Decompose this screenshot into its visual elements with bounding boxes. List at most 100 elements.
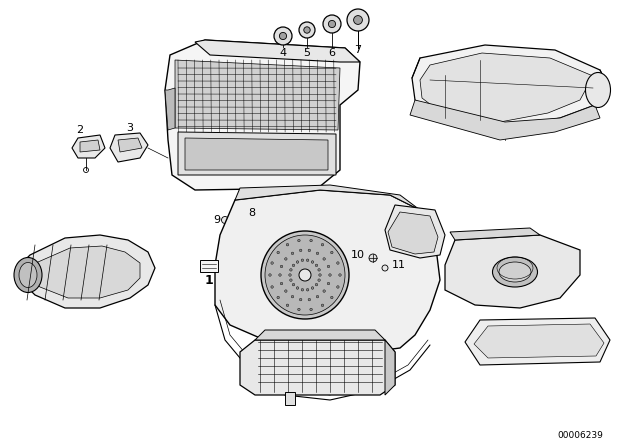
Ellipse shape: [316, 284, 317, 286]
Ellipse shape: [369, 254, 377, 262]
Ellipse shape: [299, 22, 315, 38]
Ellipse shape: [300, 298, 302, 301]
Polygon shape: [185, 138, 328, 170]
Ellipse shape: [499, 262, 531, 282]
Ellipse shape: [19, 263, 37, 288]
Text: 3: 3: [127, 123, 134, 133]
Ellipse shape: [323, 15, 341, 33]
Ellipse shape: [14, 258, 42, 293]
Ellipse shape: [296, 261, 299, 263]
Polygon shape: [445, 235, 580, 308]
Polygon shape: [18, 235, 155, 308]
Ellipse shape: [280, 265, 283, 268]
Ellipse shape: [339, 274, 341, 276]
Text: 8: 8: [248, 208, 255, 218]
Polygon shape: [385, 340, 395, 395]
Ellipse shape: [221, 216, 228, 224]
Polygon shape: [215, 190, 440, 352]
Ellipse shape: [292, 264, 295, 267]
Ellipse shape: [318, 279, 321, 281]
Text: 2: 2: [76, 125, 84, 135]
Ellipse shape: [261, 231, 349, 319]
Ellipse shape: [337, 262, 339, 264]
Polygon shape: [80, 140, 100, 152]
Polygon shape: [240, 340, 395, 395]
Polygon shape: [118, 138, 142, 152]
Ellipse shape: [277, 296, 280, 299]
Ellipse shape: [291, 252, 294, 254]
Ellipse shape: [316, 252, 319, 254]
Ellipse shape: [318, 269, 321, 271]
Ellipse shape: [298, 308, 300, 311]
Text: 11: 11: [392, 260, 406, 270]
Ellipse shape: [289, 274, 291, 276]
Polygon shape: [450, 228, 540, 240]
Ellipse shape: [269, 274, 271, 276]
Polygon shape: [28, 246, 140, 298]
Ellipse shape: [291, 295, 294, 298]
Ellipse shape: [271, 286, 273, 288]
Ellipse shape: [298, 239, 300, 242]
Polygon shape: [412, 45, 610, 128]
Text: 6: 6: [328, 48, 335, 58]
Polygon shape: [110, 133, 148, 162]
Ellipse shape: [296, 287, 299, 289]
Polygon shape: [385, 205, 445, 258]
Ellipse shape: [321, 304, 324, 306]
Polygon shape: [200, 260, 218, 272]
Ellipse shape: [311, 261, 314, 263]
Polygon shape: [178, 132, 336, 175]
Ellipse shape: [285, 258, 287, 260]
Polygon shape: [175, 60, 340, 130]
Ellipse shape: [327, 282, 330, 285]
Ellipse shape: [311, 287, 314, 289]
Ellipse shape: [307, 289, 309, 291]
Text: 00006239: 00006239: [557, 431, 603, 439]
Ellipse shape: [274, 27, 292, 45]
Text: 7: 7: [355, 45, 362, 55]
Ellipse shape: [493, 257, 538, 287]
Ellipse shape: [286, 243, 289, 246]
Ellipse shape: [382, 265, 388, 271]
Ellipse shape: [316, 264, 317, 267]
Ellipse shape: [331, 251, 333, 254]
Polygon shape: [235, 185, 420, 210]
Polygon shape: [72, 135, 105, 158]
Polygon shape: [420, 53, 593, 122]
Ellipse shape: [304, 27, 310, 33]
Ellipse shape: [271, 262, 273, 264]
Ellipse shape: [292, 284, 295, 286]
Ellipse shape: [280, 282, 283, 285]
Ellipse shape: [347, 9, 369, 31]
Ellipse shape: [321, 243, 324, 246]
Ellipse shape: [586, 73, 611, 108]
Ellipse shape: [310, 239, 312, 242]
Ellipse shape: [290, 279, 292, 281]
Polygon shape: [474, 324, 604, 358]
Ellipse shape: [331, 296, 333, 299]
Ellipse shape: [265, 235, 345, 315]
Polygon shape: [195, 40, 360, 62]
Ellipse shape: [308, 249, 310, 252]
Ellipse shape: [290, 269, 292, 271]
Ellipse shape: [323, 258, 325, 260]
Ellipse shape: [319, 274, 321, 276]
Ellipse shape: [307, 259, 309, 262]
Ellipse shape: [301, 259, 303, 262]
Ellipse shape: [300, 249, 302, 252]
Text: 4: 4: [280, 48, 287, 58]
Text: 5: 5: [303, 48, 310, 58]
Polygon shape: [255, 330, 385, 340]
Ellipse shape: [235, 210, 245, 220]
Ellipse shape: [328, 21, 335, 28]
Polygon shape: [165, 40, 360, 190]
Ellipse shape: [354, 16, 362, 24]
Ellipse shape: [327, 265, 330, 268]
Ellipse shape: [308, 298, 310, 301]
Ellipse shape: [337, 286, 339, 288]
Polygon shape: [465, 318, 610, 365]
Polygon shape: [410, 100, 600, 140]
Text: 10: 10: [351, 250, 365, 260]
Ellipse shape: [280, 32, 287, 39]
Ellipse shape: [329, 274, 332, 276]
